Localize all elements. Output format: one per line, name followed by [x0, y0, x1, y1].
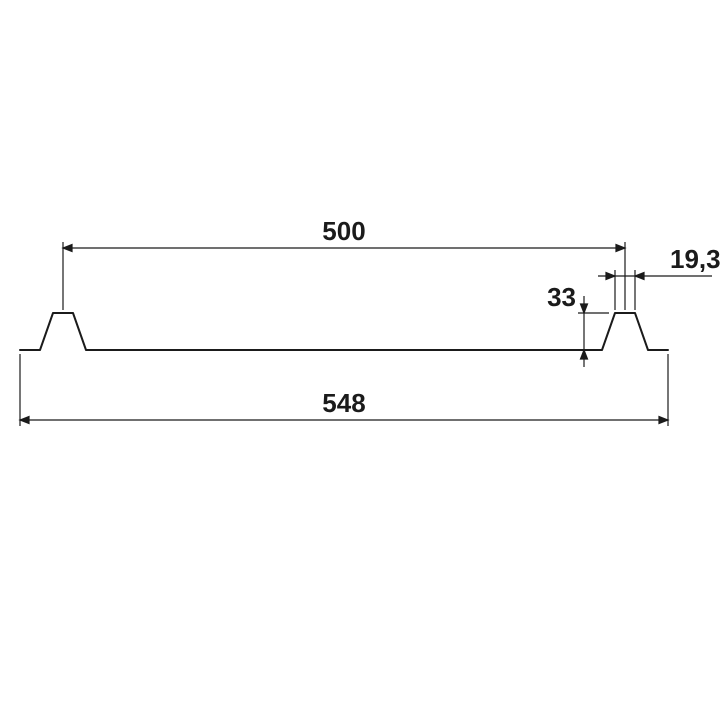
dim-rib-top-193: [598, 270, 712, 310]
dim-label-500: 500: [322, 216, 365, 246]
drawing-canvas: 500 19,3 33 548: [0, 0, 725, 725]
dim-label-548: 548: [322, 388, 365, 418]
dim-label-33: 33: [547, 282, 576, 312]
dim-label-193: 19,3: [670, 244, 721, 274]
profile-svg: 500 19,3 33 548: [0, 0, 725, 725]
dim-height-33: [578, 296, 609, 367]
dim-top-500: [63, 242, 625, 310]
profile-outline: [20, 313, 668, 350]
